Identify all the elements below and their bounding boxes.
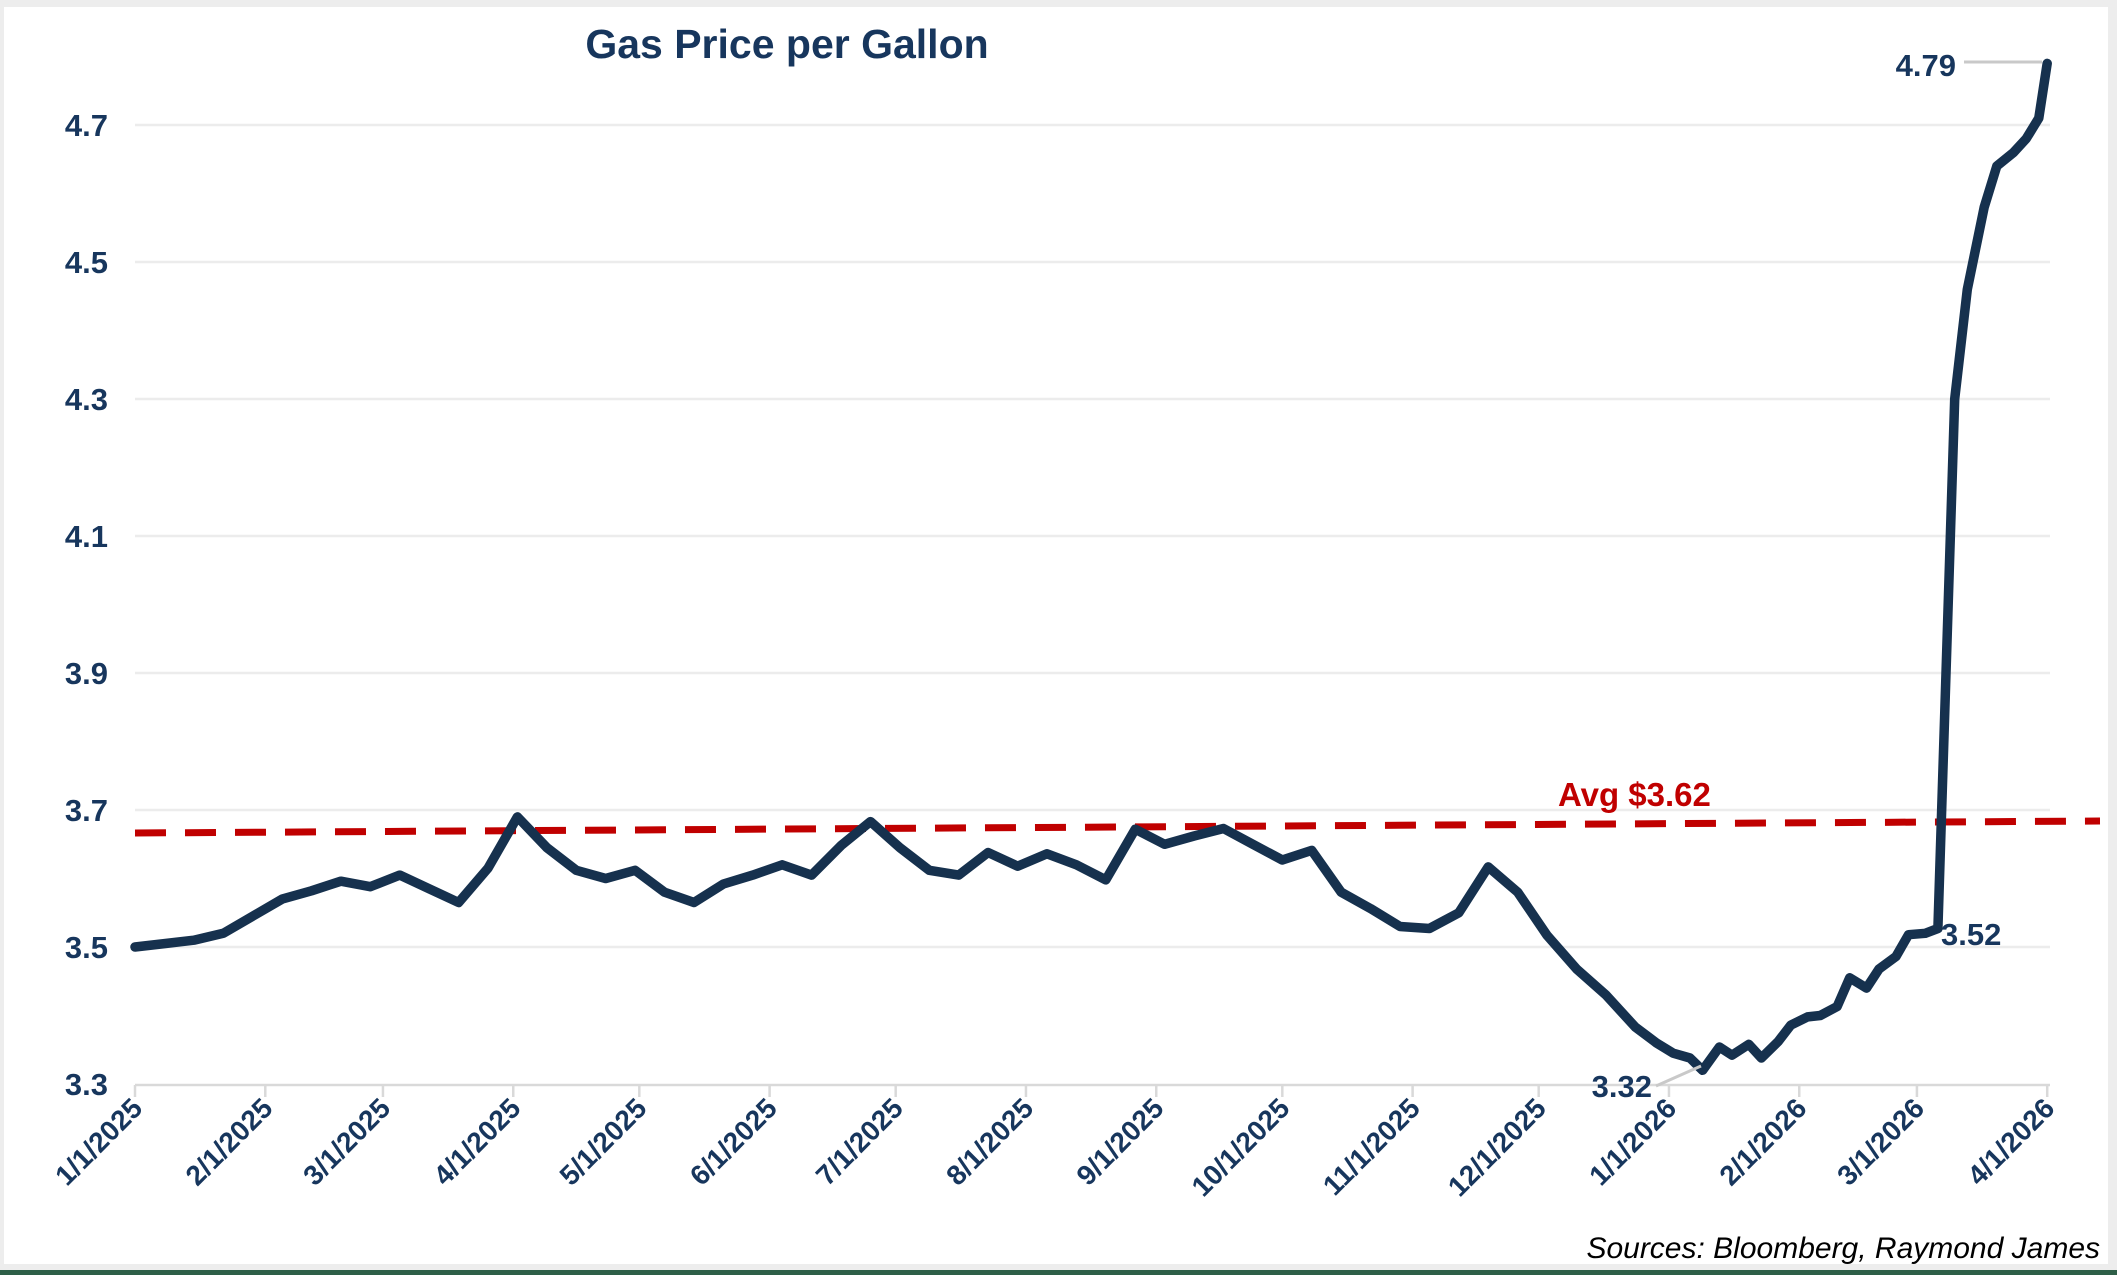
y-tick-label: 3.7 bbox=[65, 793, 108, 828]
x-tick-label: 2/1/2026 bbox=[1713, 1092, 1812, 1191]
x-tick-label: 7/1/2025 bbox=[810, 1092, 909, 1191]
x-axis-labels: 1/1/2025 2/1/2025 3/1/2025 4/1/2025 5/1/2025… bbox=[49, 1092, 2060, 1202]
x-tick-label: 4/1/2026 bbox=[1961, 1092, 2060, 1191]
average-line-label: Avg $3.62 bbox=[1558, 776, 1711, 813]
x-tick-label: 5/1/2025 bbox=[554, 1092, 653, 1191]
gridlines bbox=[135, 123, 2050, 949]
gas-price-series-line bbox=[130, 58, 2052, 1076]
x-tick-label: 8/1/2025 bbox=[940, 1092, 1039, 1191]
x-tick-label: 4/1/2025 bbox=[427, 1092, 526, 1191]
x-tick-label: 6/1/2025 bbox=[684, 1092, 783, 1191]
window-bottom-bar bbox=[0, 1270, 2117, 1275]
source-note: Sources: Bloomberg, Raymond James bbox=[1586, 1232, 2100, 1265]
x-tick-label: 1/1/2026 bbox=[1583, 1092, 1682, 1191]
y-tick-label: 4.7 bbox=[65, 108, 108, 143]
y-tick-label: 4.1 bbox=[65, 519, 108, 554]
x-tick-label: 1/1/2025 bbox=[49, 1092, 148, 1191]
average-dashed-line bbox=[134, 817, 2101, 837]
x-tick-label: 11/1/2025 bbox=[1317, 1092, 1426, 1201]
x-tick-label: 3/1/2026 bbox=[1831, 1092, 1930, 1191]
x-axis bbox=[133, 1083, 2050, 1097]
x-tick-label: 9/1/2025 bbox=[1070, 1092, 1169, 1191]
window-top-edge bbox=[0, 0, 2117, 7]
chart-title: Gas Price per Gallon bbox=[585, 21, 988, 67]
window-bottom-edge bbox=[0, 1264, 2117, 1271]
annotation-min-value: 3.32 bbox=[1592, 1069, 1652, 1104]
annotation-prespike-value: 3.52 bbox=[1941, 917, 2001, 952]
y-tick-label: 4.3 bbox=[65, 382, 108, 417]
window-right-edge bbox=[2108, 0, 2117, 1275]
window-left-edge bbox=[0, 0, 4, 1275]
x-tick-label: 12/1/2025 bbox=[1442, 1092, 1552, 1202]
x-tick-label: 2/1/2025 bbox=[180, 1092, 279, 1191]
y-tick-label: 3.9 bbox=[65, 656, 108, 691]
x-tick-label: 3/1/2025 bbox=[297, 1092, 396, 1191]
y-tick-label: 3.3 bbox=[65, 1067, 108, 1102]
y-tick-label: 4.5 bbox=[65, 245, 108, 280]
x-tick-label: 10/1/2025 bbox=[1186, 1092, 1296, 1202]
leader-line-min-value bbox=[1655, 1064, 1702, 1088]
y-tick-label: 3.5 bbox=[65, 930, 108, 965]
y-axis-labels: 3.3 3.5 3.7 3.9 4.1 4.3 4.5 4.7 bbox=[65, 108, 108, 1102]
annotation-end-value: 4.79 bbox=[1896, 48, 1956, 83]
